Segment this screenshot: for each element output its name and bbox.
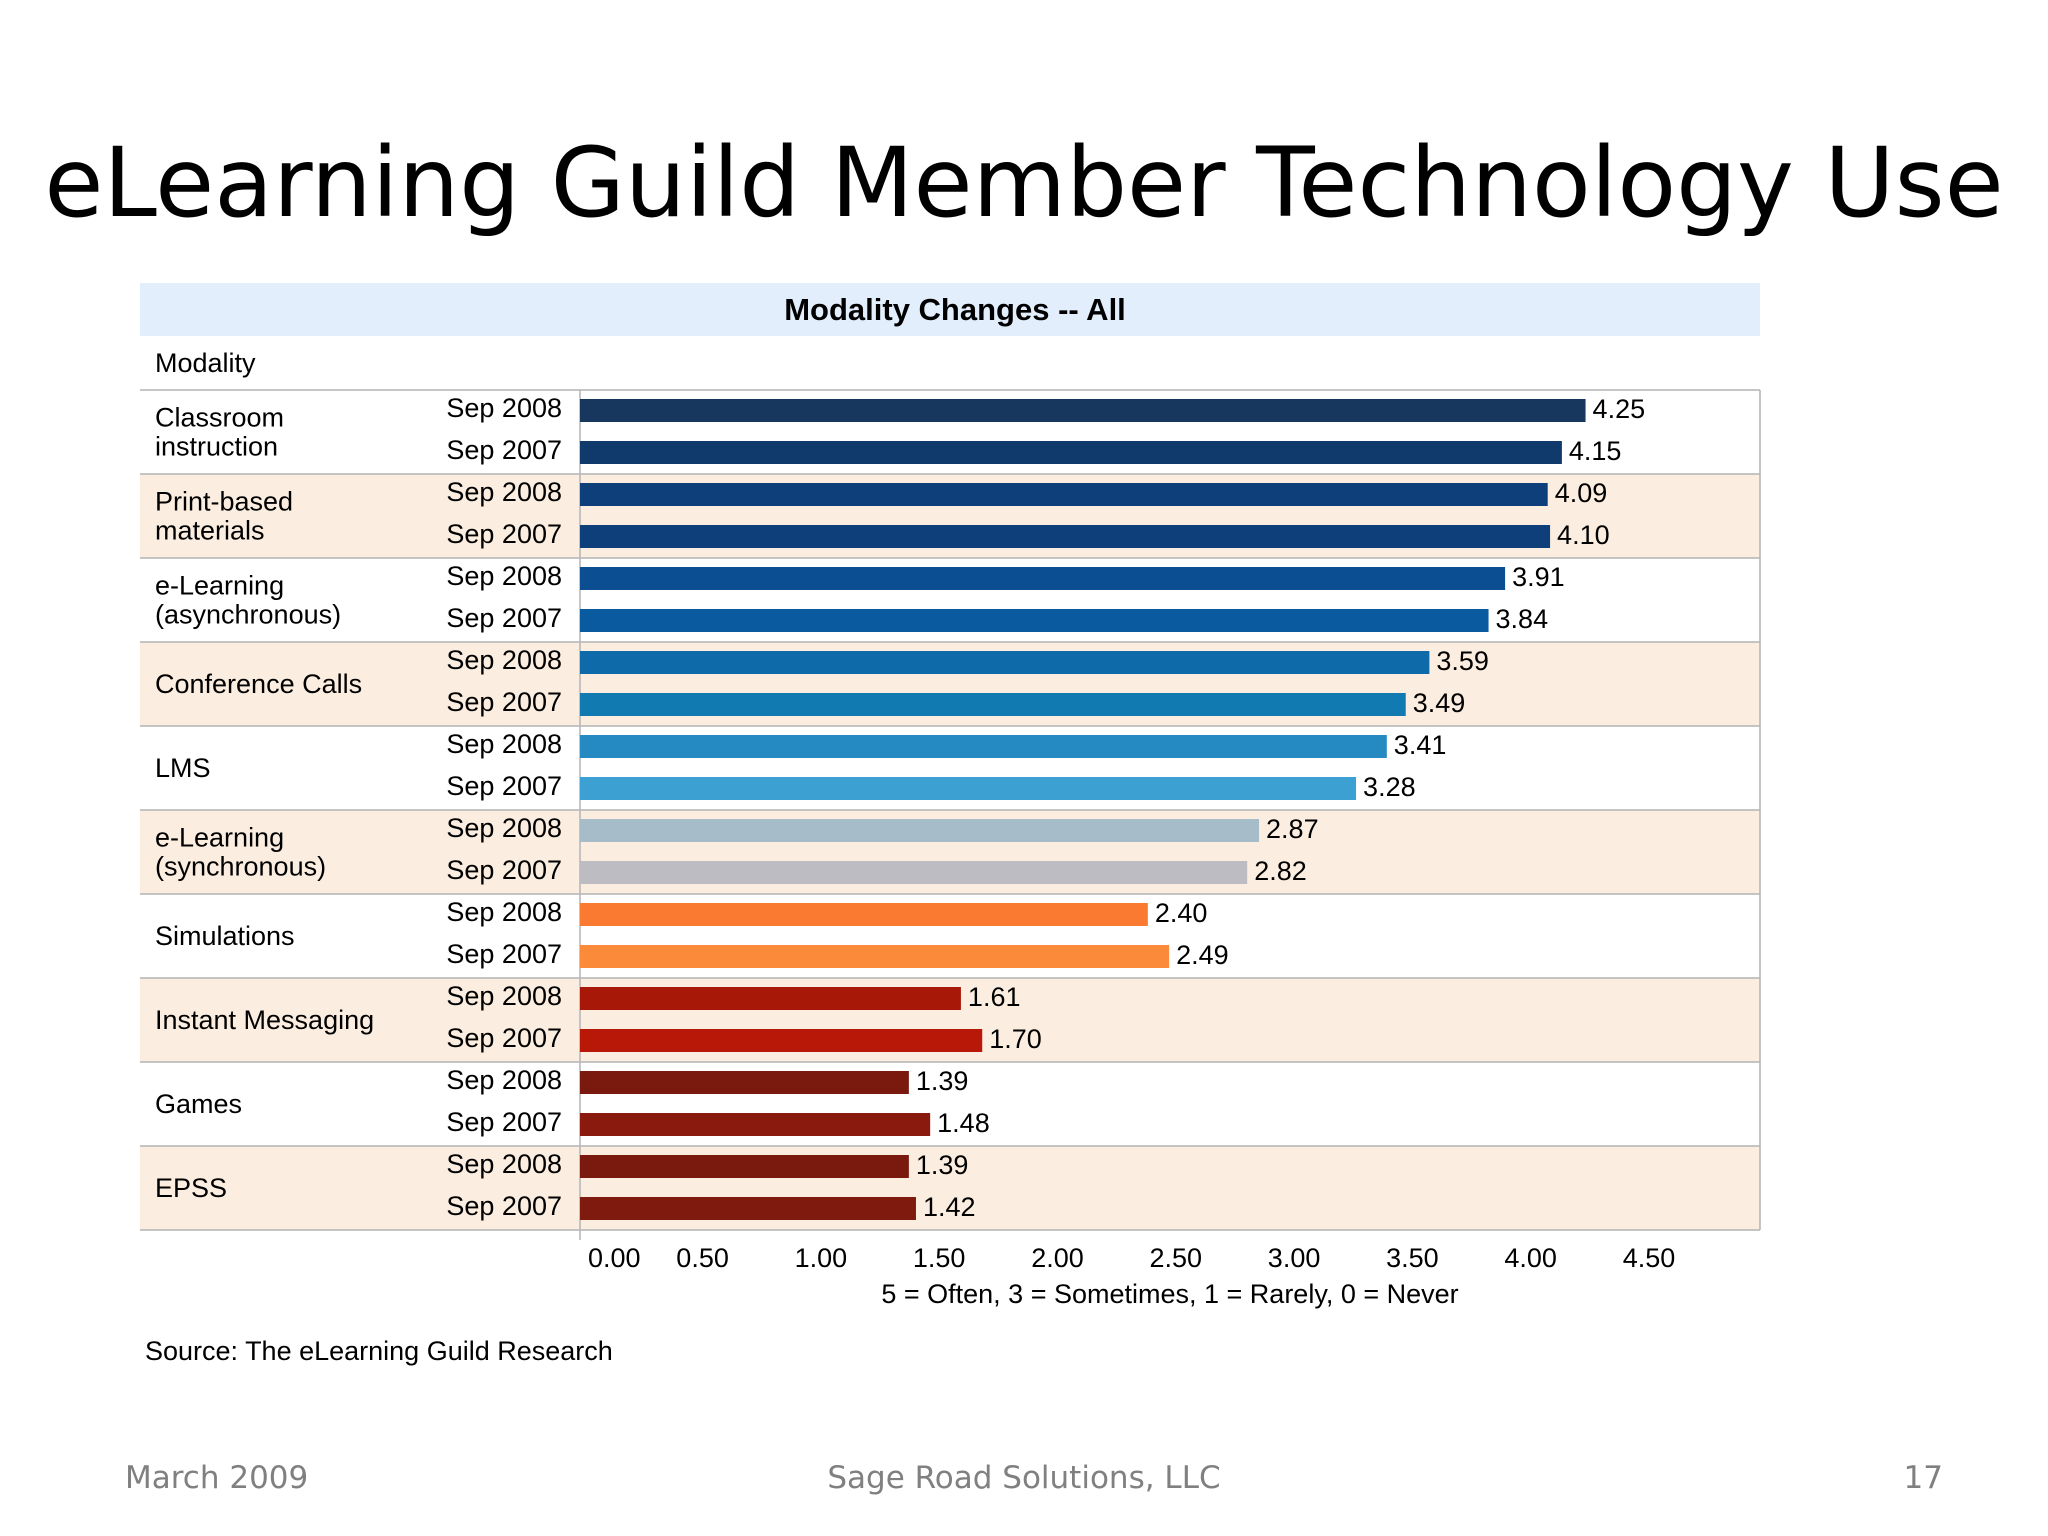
bar-value-label: 3.84 (1496, 604, 1549, 634)
row-background (140, 1146, 1760, 1230)
category-label: Simulations (155, 921, 295, 951)
bar (580, 525, 1551, 548)
x-tick-label: 1.00 (795, 1243, 848, 1273)
category-label: e-Learning (155, 823, 284, 853)
category-label: Conference Calls (155, 669, 362, 699)
category-label: instruction (155, 432, 278, 462)
bar (580, 861, 1248, 884)
category-label: Classroom (155, 403, 284, 433)
footer-date: March 2009 (125, 1460, 309, 1496)
bar (580, 1155, 909, 1178)
row-background (140, 1062, 1760, 1146)
bar-value-label: 3.91 (1512, 562, 1565, 592)
category-label: LMS (155, 753, 211, 783)
bar-value-label: 1.42 (923, 1192, 976, 1222)
bar (580, 693, 1406, 716)
bar-value-label: 3.41 (1394, 730, 1447, 760)
bar (580, 651, 1430, 674)
bar (580, 567, 1506, 590)
bar-value-label: 1.39 (916, 1066, 969, 1096)
bar (580, 735, 1387, 758)
bar-value-label: 4.09 (1555, 478, 1608, 508)
x-tick-label: 2.00 (1031, 1243, 1084, 1273)
bar (580, 483, 1548, 506)
bar-series-label: Sep 2007 (446, 435, 562, 465)
bar-series-label: Sep 2007 (446, 687, 562, 717)
bar (580, 609, 1489, 632)
bar (580, 399, 1586, 422)
x-tick-label: 3.00 (1268, 1243, 1321, 1273)
bar-value-label: 4.10 (1557, 520, 1610, 550)
bar (580, 441, 1562, 464)
bar-value-label: 4.15 (1569, 436, 1622, 466)
bar-value-label: 3.28 (1363, 772, 1416, 802)
category-label: (synchronous) (155, 852, 326, 882)
bar-series-label: Sep 2008 (446, 1149, 562, 1179)
bar-value-label: 1.48 (937, 1108, 990, 1138)
x-tick-label: 4.50 (1623, 1243, 1676, 1273)
bar-series-label: Sep 2008 (446, 897, 562, 927)
x-axis-label: 5 = Often, 3 = Sometimes, 1 = Rarely, 0 … (881, 1279, 1458, 1309)
bar-value-label: 1.70 (989, 1024, 1042, 1054)
category-label: e-Learning (155, 571, 284, 601)
bar (580, 777, 1357, 800)
bar-series-label: Sep 2007 (446, 771, 562, 801)
bar-series-label: Sep 2008 (446, 981, 562, 1011)
bar-series-label: Sep 2008 (446, 393, 562, 423)
bar (580, 1071, 909, 1094)
bar-series-label: Sep 2008 (446, 477, 562, 507)
bar-series-label: Sep 2007 (446, 939, 562, 969)
category-label: Games (155, 1089, 242, 1119)
x-tick-label: 0.00 (588, 1243, 641, 1273)
bar-series-label: Sep 2007 (446, 1023, 562, 1053)
category-label: Instant Messaging (155, 1005, 374, 1035)
bar (580, 945, 1170, 968)
bar-value-label: 3.59 (1436, 646, 1489, 676)
chart-title: Modality Changes -- All (784, 292, 1126, 327)
bar-value-label: 3.49 (1413, 688, 1466, 718)
chart-title-band (140, 283, 1760, 336)
category-label: Print-based (155, 487, 293, 517)
bar (580, 987, 961, 1010)
x-tick-label: 0.50 (676, 1243, 729, 1273)
x-tick-label: 3.50 (1386, 1243, 1439, 1273)
x-tick-label: 4.00 (1504, 1243, 1557, 1273)
x-tick-label: 1.50 (913, 1243, 966, 1273)
bar-value-label: 1.61 (968, 982, 1021, 1012)
bar-series-label: Sep 2007 (446, 603, 562, 633)
bar (580, 819, 1260, 842)
bar (580, 1029, 983, 1052)
bar-series-label: Sep 2007 (446, 1107, 562, 1137)
bar-series-label: Sep 2008 (446, 645, 562, 675)
bar-series-label: Sep 2008 (446, 1065, 562, 1095)
bar-value-label: 2.49 (1176, 940, 1229, 970)
footer-company: Sage Road Solutions, LLC (827, 1460, 1221, 1496)
bar (580, 903, 1148, 926)
footer-page-number: 17 (1903, 1460, 1943, 1496)
category-label: (asynchronous) (155, 600, 341, 630)
bar-series-label: Sep 2008 (446, 729, 562, 759)
x-tick-label: 2.50 (1150, 1243, 1203, 1273)
bar (580, 1197, 916, 1220)
bar (580, 1113, 931, 1136)
bar-series-label: Sep 2007 (446, 1191, 562, 1221)
bar-series-label: Sep 2008 (446, 561, 562, 591)
bar-value-label: 2.87 (1266, 814, 1319, 844)
chart-source: Source: The eLearning Guild Research (145, 1336, 613, 1366)
bar-value-label: 1.39 (916, 1150, 969, 1180)
category-header: Modality (155, 348, 256, 378)
bar-series-label: Sep 2008 (446, 813, 562, 843)
bar-value-label: 2.40 (1155, 898, 1208, 928)
bar-series-label: Sep 2007 (446, 855, 562, 885)
bar-value-label: 2.82 (1254, 856, 1307, 886)
category-label: EPSS (155, 1173, 227, 1203)
bar-series-label: Sep 2007 (446, 519, 562, 549)
category-label: materials (155, 516, 265, 546)
slide-title: eLearning Guild Member Technology Use (44, 127, 2004, 239)
bar-value-label: 4.25 (1593, 394, 1646, 424)
